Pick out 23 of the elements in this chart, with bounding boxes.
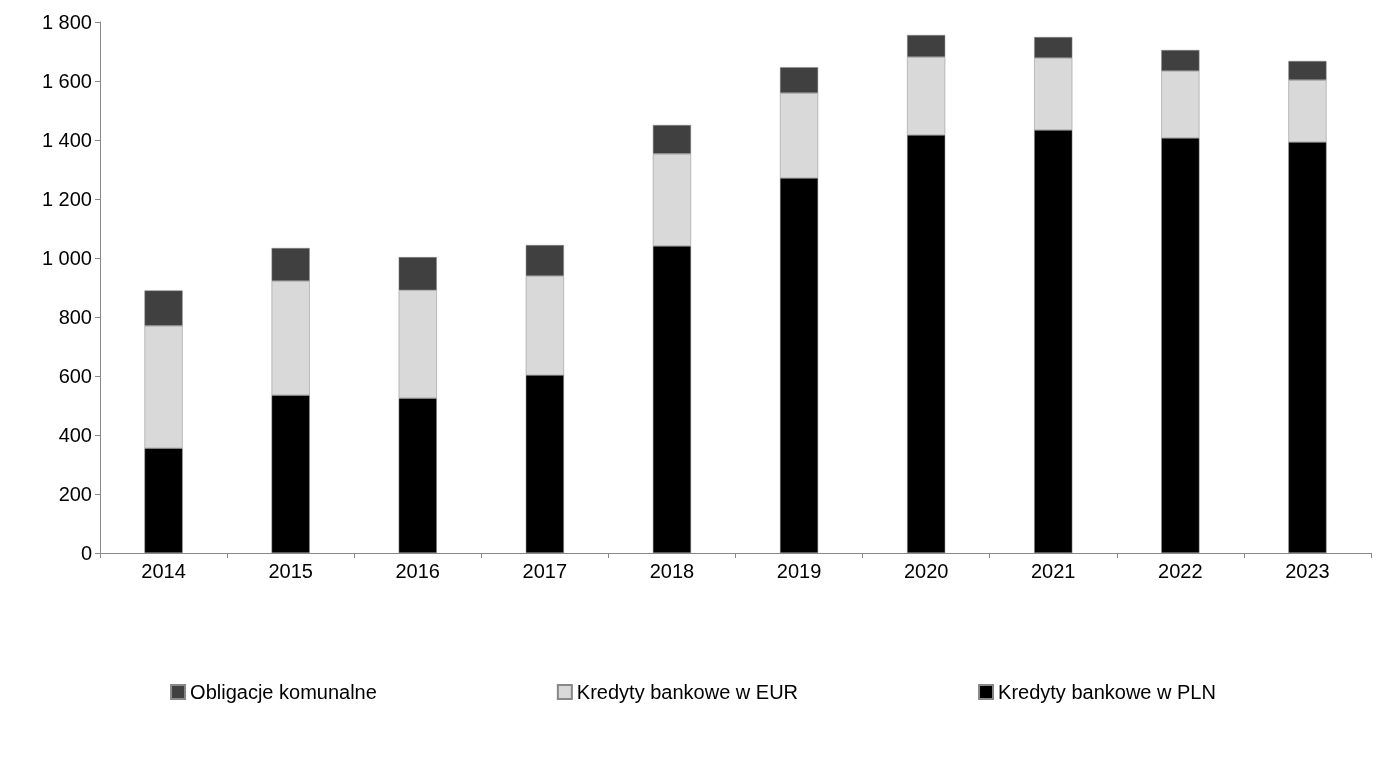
- y-tick-label: 1 600: [41, 70, 92, 92]
- x-tick-label: 2014: [141, 560, 186, 582]
- y-tick-label: 1 000: [41, 247, 92, 269]
- x-tick-label: 2015: [268, 560, 313, 582]
- y-tick-label: 600: [58, 365, 92, 387]
- y-tick-label: 0: [80, 542, 92, 564]
- x-tick-label: 2020: [903, 560, 949, 582]
- x-tick-label: 2019: [776, 560, 822, 582]
- x-tick-label: 2016: [395, 560, 440, 582]
- legend-label: Obligacje komunalne: [190, 681, 377, 703]
- y-tick-label: 200: [58, 483, 92, 505]
- x-tick-label: 2018: [649, 560, 695, 582]
- y-tick-label: 1 800: [41, 11, 92, 33]
- y-tick-label: 400: [58, 424, 92, 446]
- x-tick-label: 2017: [522, 560, 568, 582]
- y-tick-label: 1 200: [41, 188, 92, 210]
- legend-label: Kredyty bankowe w EUR: [576, 681, 799, 703]
- x-tick-label: 2022: [1158, 560, 1203, 582]
- y-tick-label: 1 400: [41, 129, 92, 151]
- x-tick-label: 2021: [1031, 560, 1076, 582]
- x-tick-label: 2023: [1285, 560, 1330, 582]
- y-tick-label: 800: [58, 306, 92, 328]
- legend-label: Kredyty bankowe w PLN: [998, 681, 1216, 703]
